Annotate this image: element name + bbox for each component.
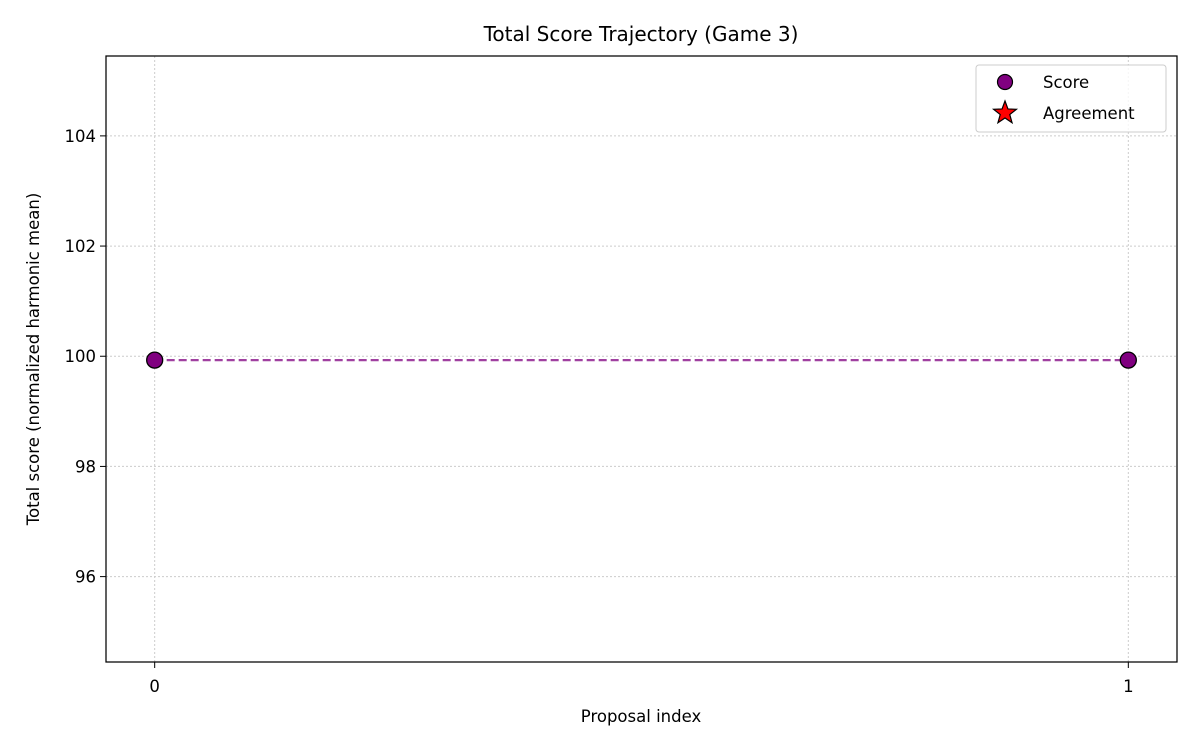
x-tick-label: 1 bbox=[1123, 677, 1134, 696]
grid bbox=[106, 56, 1177, 662]
axis-ticks: 0 1 96 98 100 102 104 bbox=[65, 127, 1134, 696]
legend-agreement-label: Agreement bbox=[1043, 104, 1135, 123]
y-tick-label: 104 bbox=[65, 127, 97, 146]
y-tick-label: 98 bbox=[75, 457, 96, 476]
score-point bbox=[1119, 351, 1137, 369]
y-axis-label: Total score (normalized harmonic mean) bbox=[24, 193, 43, 527]
plot-frame bbox=[105, 55, 1178, 663]
legend-box bbox=[975, 64, 1167, 133]
y-tick-label: 96 bbox=[75, 568, 96, 587]
legend-score-label: Score bbox=[1043, 73, 1089, 92]
legend-agreement-marker bbox=[991, 99, 1019, 125]
y-tick-label: 102 bbox=[65, 237, 97, 256]
legend-score-marker bbox=[996, 73, 1014, 91]
score-point bbox=[146, 351, 164, 369]
x-tick-label: 0 bbox=[149, 677, 160, 696]
y-tick-label: 100 bbox=[65, 347, 97, 366]
plot-series bbox=[146, 351, 1137, 369]
chart-title: Total Score Trajectory (Game 3) bbox=[483, 22, 799, 46]
legend: Score Agreement bbox=[975, 64, 1167, 133]
x-axis-label: Proposal index bbox=[581, 707, 702, 726]
